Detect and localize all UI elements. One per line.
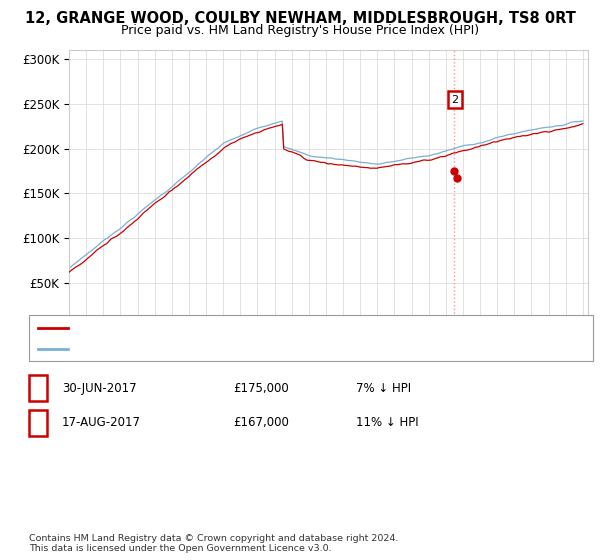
Text: 1: 1 [34,381,41,395]
Text: Contains HM Land Registry data © Crown copyright and database right 2024.
This d: Contains HM Land Registry data © Crown c… [29,534,398,553]
Text: 17-AUG-2017: 17-AUG-2017 [62,416,141,430]
Text: £167,000: £167,000 [233,416,289,430]
Text: 7% ↓ HPI: 7% ↓ HPI [356,381,411,395]
Text: Price paid vs. HM Land Registry's House Price Index (HPI): Price paid vs. HM Land Registry's House … [121,24,479,37]
Text: 11% ↓ HPI: 11% ↓ HPI [356,416,418,430]
Text: £175,000: £175,000 [233,381,289,395]
Text: 12, GRANGE WOOD, COULBY NEWHAM, MIDDLESBROUGH, TS8 0RT: 12, GRANGE WOOD, COULBY NEWHAM, MIDDLESB… [25,11,575,26]
Text: HPI: Average price, detached house, Middlesbrough: HPI: Average price, detached house, Midd… [73,344,331,354]
Text: 2: 2 [34,416,41,430]
Text: 30-JUN-2017: 30-JUN-2017 [62,381,136,395]
Text: 12, GRANGE WOOD, COULBY NEWHAM, MIDDLESBROUGH, TS8 0RT (detached house): 12, GRANGE WOOD, COULBY NEWHAM, MIDDLESB… [73,323,499,333]
Text: 2: 2 [451,95,458,105]
